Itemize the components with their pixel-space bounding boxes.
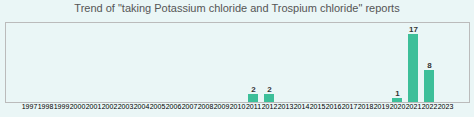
svg-text:2: 2 [267,85,272,94]
svg-text:2008: 2008 [198,103,214,110]
svg-text:2023: 2023 [438,103,454,110]
svg-text:2013: 2013 [278,103,294,110]
svg-text:2001: 2001 [86,103,102,110]
svg-text:2007: 2007 [182,103,198,110]
html-text:Trend of "taking Potassium chl: Trend of "taking Potassium chloride and … [74,2,400,14]
svg-text:2010: 2010 [230,103,246,110]
svg-text:17: 17 [409,25,418,34]
svg-text:8: 8 [427,61,432,70]
svg-text:2017: 2017 [342,103,358,110]
svg-text:2004: 2004 [134,103,150,110]
svg-text:2006: 2006 [166,103,182,110]
svg-text:2003: 2003 [118,103,134,110]
svg-text:2022: 2022 [422,103,438,110]
svg-text:2: 2 [251,85,256,94]
svg-text:1998: 1998 [38,103,54,110]
svg-text:2005: 2005 [150,103,166,110]
svg-text:2012: 2012 [262,103,278,110]
svg-text:2015: 2015 [310,103,326,110]
svg-text:2011: 2011 [246,103,261,110]
svg-text:1997: 1997 [22,103,38,110]
svg-text:2020: 2020 [390,103,406,110]
svg-text:1999: 1999 [54,103,70,110]
svg-text:1: 1 [395,89,400,98]
svg-text:2002: 2002 [102,103,118,110]
svg-text:2014: 2014 [294,103,310,110]
svg-text:2000: 2000 [70,103,86,110]
svg-text:2016: 2016 [326,103,342,110]
svg-text:2009: 2009 [214,103,230,110]
svg-text:2018: 2018 [358,103,374,110]
svg-text:2021: 2021 [406,103,422,110]
svg-text:2019: 2019 [374,103,390,110]
